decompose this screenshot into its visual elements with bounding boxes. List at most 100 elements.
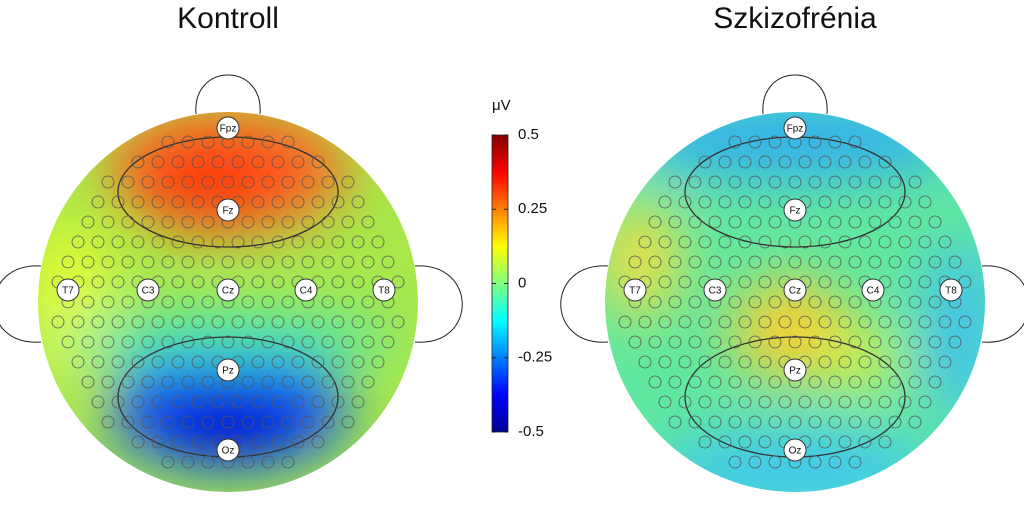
electrode — [216, 358, 240, 382]
electrode-dot — [808, 215, 822, 229]
electrode-dot — [161, 135, 175, 149]
electrode-dot — [818, 235, 832, 249]
electrode-dot — [758, 315, 772, 329]
electrode-dot — [708, 215, 722, 229]
electrode-dot — [331, 235, 345, 249]
electrode-dot — [181, 335, 195, 349]
electrode-dot — [201, 215, 215, 229]
electrode-dot — [391, 315, 405, 329]
electrode-dot — [858, 315, 872, 329]
electrode-dot — [828, 215, 842, 229]
electrode-dot — [121, 415, 135, 429]
electrode-dot — [668, 415, 682, 429]
electrode-dot — [171, 315, 185, 329]
electrode-dot — [181, 295, 195, 309]
electrode-dot — [668, 375, 682, 389]
electrode-label: C4 — [867, 286, 880, 297]
electrode-dot — [271, 395, 285, 409]
electrode — [372, 278, 396, 302]
electrode-dot — [768, 255, 782, 269]
electrode-dot — [261, 135, 275, 149]
electrode-dot — [311, 235, 325, 249]
electrode-dot — [838, 315, 852, 329]
electrode-dot — [848, 175, 862, 189]
electrode-dot — [908, 415, 922, 429]
electrode-dot — [191, 315, 205, 329]
electrode-dot — [191, 275, 205, 289]
electrode-dot — [868, 335, 882, 349]
electrode-dot — [351, 315, 365, 329]
electrode — [216, 438, 240, 462]
electrode-dot — [71, 355, 85, 369]
electrode-dot — [708, 335, 722, 349]
electrode-dot — [748, 335, 762, 349]
electrode-dot — [241, 175, 255, 189]
electrode-dot — [201, 455, 215, 469]
electrode-dot — [768, 375, 782, 389]
electrode-dot — [151, 435, 165, 449]
electrode-dot — [211, 315, 225, 329]
electrode-dot — [171, 395, 185, 409]
electrode-dot — [261, 215, 275, 229]
electrode-dot — [688, 215, 702, 229]
electrode-dot — [171, 155, 185, 169]
electrode-dot — [131, 195, 145, 209]
electrode-dot — [718, 155, 732, 169]
electrode-dot — [728, 455, 742, 469]
colorbar-tick-label: 0.25 — [518, 200, 547, 217]
electrode-dot — [121, 295, 135, 309]
electrode-dot — [151, 395, 165, 409]
electrode-dot — [808, 255, 822, 269]
electrode-dot — [251, 395, 265, 409]
electrode-dot — [181, 375, 195, 389]
electrode-dot — [678, 235, 692, 249]
electrode-dot — [121, 175, 135, 189]
electrode-dot — [658, 315, 672, 329]
electrode-dot — [888, 295, 902, 309]
electrode-dot — [191, 195, 205, 209]
electrode-dot — [261, 175, 275, 189]
electrode-dot — [161, 335, 175, 349]
electrode-dot — [171, 355, 185, 369]
electrode-dot — [618, 315, 632, 329]
electrode-label: Cz — [789, 286, 801, 297]
electrode-dot — [868, 255, 882, 269]
electrode — [783, 438, 807, 462]
electrode-dot — [311, 155, 325, 169]
electrode-dot — [101, 295, 115, 309]
ear — [560, 265, 609, 343]
electrode-dot — [678, 275, 692, 289]
electrode-dot — [688, 335, 702, 349]
electrode-dot — [371, 355, 385, 369]
electrode-dot — [878, 395, 892, 409]
electrode-dot — [758, 355, 772, 369]
electrode-dot — [111, 235, 125, 249]
electrode-dot — [331, 195, 345, 209]
electrode-dot — [908, 255, 922, 269]
electrode-dot — [161, 295, 175, 309]
electrode-dot — [908, 215, 922, 229]
electrode-dot — [778, 155, 792, 169]
electrode-dot — [361, 295, 375, 309]
electrode-dot — [301, 175, 315, 189]
electrode-dot — [888, 415, 902, 429]
electrode-dot — [91, 275, 105, 289]
electrode-dot — [101, 335, 115, 349]
panel-title: Szkizofrénia — [713, 2, 877, 35]
electrode-dot — [898, 275, 912, 289]
electrode-dot — [121, 375, 135, 389]
electrode-dot — [678, 315, 692, 329]
electrode-dot — [698, 195, 712, 209]
electrode-dot — [698, 435, 712, 449]
electrode-dot — [908, 335, 922, 349]
electrode-dot — [81, 215, 95, 229]
electrode-dot — [818, 155, 832, 169]
electrode-label: C3 — [709, 286, 722, 297]
electrode-dot — [888, 255, 902, 269]
electrode-dot — [381, 255, 395, 269]
electrode-dot — [251, 435, 265, 449]
electrode-dot — [838, 155, 852, 169]
electrode-dot — [151, 195, 165, 209]
electrode-dot — [151, 355, 165, 369]
electrode-dot — [878, 195, 892, 209]
